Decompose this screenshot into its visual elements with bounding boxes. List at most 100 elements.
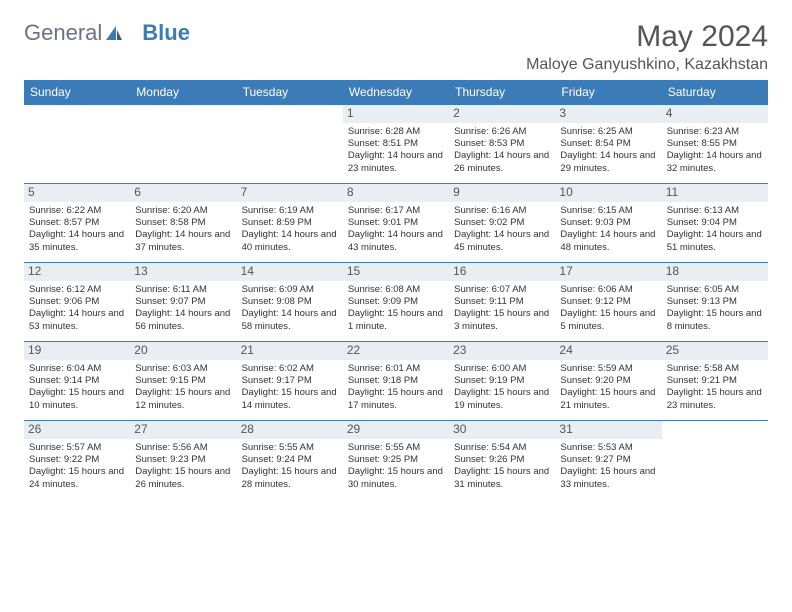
- sunset-text: Sunset: 9:12 PM: [560, 296, 656, 308]
- daylight-text: Daylight: 15 hours and 3 minutes.: [454, 308, 550, 333]
- calendar-grid: SundayMondayTuesdayWednesdayThursdayFrid…: [24, 80, 768, 499]
- sunset-text: Sunset: 9:26 PM: [454, 454, 550, 466]
- sunrise-text: Sunrise: 6:16 AM: [454, 205, 550, 217]
- day-number: 3: [555, 105, 661, 123]
- calendar-day-cell: 7Sunrise: 6:19 AMSunset: 8:59 PMDaylight…: [237, 184, 343, 262]
- calendar-day-cell: 20Sunrise: 6:03 AMSunset: 9:15 PMDayligh…: [130, 342, 236, 420]
- sunset-text: Sunset: 8:53 PM: [454, 138, 550, 150]
- day-number: 26: [24, 421, 130, 439]
- day-number: 15: [343, 263, 449, 281]
- day-number: 25: [662, 342, 768, 360]
- day-number: 6: [130, 184, 236, 202]
- sunset-text: Sunset: 9:15 PM: [135, 375, 231, 387]
- sunset-text: Sunset: 9:27 PM: [560, 454, 656, 466]
- daylight-text: Daylight: 14 hours and 26 minutes.: [454, 150, 550, 175]
- daylight-text: Daylight: 15 hours and 10 minutes.: [29, 387, 125, 412]
- daylight-text: Daylight: 15 hours and 21 minutes.: [560, 387, 656, 412]
- sunrise-text: Sunrise: 6:23 AM: [667, 126, 763, 138]
- daylight-text: Daylight: 14 hours and 45 minutes.: [454, 229, 550, 254]
- calendar-day-cell: 24Sunrise: 5:59 AMSunset: 9:20 PMDayligh…: [555, 342, 661, 420]
- daylight-text: Daylight: 15 hours and 26 minutes.: [135, 466, 231, 491]
- logo-sail-icon: [104, 24, 124, 42]
- sunrise-text: Sunrise: 6:12 AM: [29, 284, 125, 296]
- day-number: 28: [237, 421, 343, 439]
- day-number: 13: [130, 263, 236, 281]
- sunrise-text: Sunrise: 6:28 AM: [348, 126, 444, 138]
- sunset-text: Sunset: 9:21 PM: [667, 375, 763, 387]
- calendar-page: General Blue May 2024 Maloye Ganyushkino…: [0, 0, 792, 519]
- daylight-text: Daylight: 14 hours and 40 minutes.: [242, 229, 338, 254]
- weekday-header: Tuesday: [237, 80, 343, 104]
- day-number: 12: [24, 263, 130, 281]
- location-label: Maloye Ganyushkino, Kazakhstan: [526, 56, 768, 74]
- calendar-day-cell: 25Sunrise: 5:58 AMSunset: 9:21 PMDayligh…: [662, 342, 768, 420]
- day-number: 31: [555, 421, 661, 439]
- sunset-text: Sunset: 9:25 PM: [348, 454, 444, 466]
- daylight-text: Daylight: 14 hours and 56 minutes.: [135, 308, 231, 333]
- weekday-header: Friday: [555, 80, 661, 104]
- daylight-text: Daylight: 14 hours and 51 minutes.: [667, 229, 763, 254]
- calendar-day-cell: 17Sunrise: 6:06 AMSunset: 9:12 PMDayligh…: [555, 263, 661, 341]
- sunset-text: Sunset: 9:22 PM: [29, 454, 125, 466]
- weekday-header: Saturday: [662, 80, 768, 104]
- daylight-text: Daylight: 14 hours and 32 minutes.: [667, 150, 763, 175]
- sunrise-text: Sunrise: 6:05 AM: [667, 284, 763, 296]
- sunset-text: Sunset: 9:11 PM: [454, 296, 550, 308]
- daylight-text: Daylight: 14 hours and 37 minutes.: [135, 229, 231, 254]
- sunset-text: Sunset: 8:54 PM: [560, 138, 656, 150]
- calendar-day-cell: 26 Sunrise: 5:57 AMSunset: 9:22 PMDayligh…: [24, 421, 130, 499]
- calendar-day-cell: 1Sunrise: 6:28 AMSunset: 8:51 PMDaylight…: [343, 105, 449, 183]
- calendar-day-cell: 2Sunrise: 6:26 AMSunset: 8:53 PMDaylight…: [449, 105, 555, 183]
- sunrise-text: Sunrise: 6:17 AM: [348, 205, 444, 217]
- sunset-text: Sunset: 9:17 PM: [242, 375, 338, 387]
- calendar-day-cell: 13Sunrise: 6:11 AMSunset: 9:07 PMDayligh…: [130, 263, 236, 341]
- sunrise-text: Sunrise: 6:26 AM: [454, 126, 550, 138]
- sunset-text: Sunset: 9:23 PM: [135, 454, 231, 466]
- sunrise-text: Sunrise: 5:56 AM: [135, 442, 231, 454]
- daylight-text: Daylight: 15 hours and 17 minutes.: [348, 387, 444, 412]
- day-number: 22: [343, 342, 449, 360]
- day-number: 16: [449, 263, 555, 281]
- sunrise-text: Sunrise: 6:22 AM: [29, 205, 125, 217]
- sunset-text: Sunset: 9:03 PM: [560, 217, 656, 229]
- calendar-day-cell: 16Sunrise: 6:07 AMSunset: 9:11 PMDayligh…: [449, 263, 555, 341]
- day-number: 30: [449, 421, 555, 439]
- sunrise-text: Sunrise: 6:02 AM: [242, 363, 338, 375]
- daylight-text: Daylight: 15 hours and 24 minutes.: [29, 466, 125, 491]
- calendar-week-row: 26Sunrise: 5:57 AMSunset: 9:22 PMDayligh…: [24, 420, 768, 499]
- sunrise-text: Sunrise: 5:57 AM: [29, 442, 125, 454]
- weekday-header: Monday: [130, 80, 236, 104]
- daylight-text: Daylight: 15 hours and 31 minutes.: [454, 466, 550, 491]
- weekday-header: Thursday: [449, 80, 555, 104]
- calendar-day-cell: 18Sunrise: 6:05 AMSunset: 9:13 PMDayligh…: [662, 263, 768, 341]
- sunrise-text: Sunrise: 6:00 AM: [454, 363, 550, 375]
- sunset-text: Sunset: 9:09 PM: [348, 296, 444, 308]
- daylight-text: Daylight: 14 hours and 53 minutes.: [29, 308, 125, 333]
- day-number: 24: [555, 342, 661, 360]
- daylight-text: Daylight: 15 hours and 19 minutes.: [454, 387, 550, 412]
- calendar-body: 1Sunrise: 6:28 AMSunset: 8:51 PMDaylight…: [24, 104, 768, 499]
- calendar-day-cell: 22Sunrise: 6:01 AMSunset: 9:18 PMDayligh…: [343, 342, 449, 420]
- sunrise-text: Sunrise: 5:59 AM: [560, 363, 656, 375]
- sunset-text: Sunset: 8:57 PM: [29, 217, 125, 229]
- calendar-week-row: 1Sunrise: 6:28 AMSunset: 8:51 PMDaylight…: [24, 104, 768, 183]
- calendar-day-cell: 3Sunrise: 6:25 AMSunset: 8:54 PMDaylight…: [555, 105, 661, 183]
- calendar-day-cell: 6Sunrise: 6:20 AMSunset: 8:58 PMDaylight…: [130, 184, 236, 262]
- sunset-text: Sunset: 8:55 PM: [667, 138, 763, 150]
- sunrise-text: Sunrise: 6:13 AM: [667, 205, 763, 217]
- calendar-week-row: 12Sunrise: 6:12 AMSunset: 9:06 PMDayligh…: [24, 262, 768, 341]
- page-header: General Blue May 2024 Maloye Ganyushkino…: [24, 20, 768, 74]
- daylight-text: Daylight: 14 hours and 43 minutes.: [348, 229, 444, 254]
- day-number: 4: [662, 105, 768, 123]
- daylight-text: Daylight: 15 hours and 33 minutes.: [560, 466, 656, 491]
- brand-logo: General Blue: [24, 20, 190, 46]
- calendar-day-cell: 28Sunrise: 5:55 AMSunset: 9:24 PMDayligh…: [237, 421, 343, 499]
- sunset-text: Sunset: 9:18 PM: [348, 375, 444, 387]
- sunrise-text: Sunrise: 6:03 AM: [135, 363, 231, 375]
- calendar-day-cell: 31Sunrise: 5:53 AMSunset: 9:27 PMDayligh…: [555, 421, 661, 499]
- sunrise-text: Sunrise: 6:08 AM: [348, 284, 444, 296]
- day-number: 18: [662, 263, 768, 281]
- sunset-text: Sunset: 9:13 PM: [667, 296, 763, 308]
- calendar-day-cell: 10Sunrise: 6:15 AMSunset: 9:03 PMDayligh…: [555, 184, 661, 262]
- sunset-text: Sunset: 9:01 PM: [348, 217, 444, 229]
